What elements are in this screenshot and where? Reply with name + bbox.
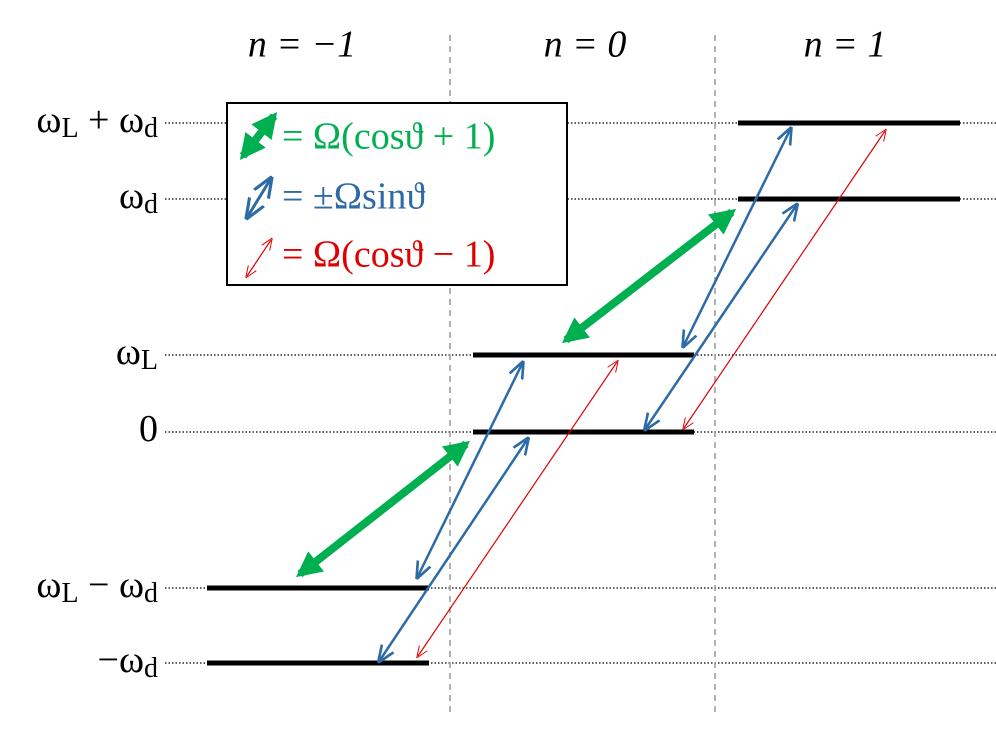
- label-part: d: [144, 578, 158, 609]
- level-label: 0: [139, 408, 158, 450]
- label-part: −ω: [98, 639, 144, 681]
- column-header: n = 1: [804, 24, 887, 66]
- label-part: L: [141, 345, 158, 376]
- level-label: ωL − ωd: [36, 564, 158, 610]
- label-part: ω: [36, 564, 61, 606]
- legend-blue-arrow: [248, 180, 270, 216]
- legend-label: = Ω(cosϑ + 1): [282, 116, 495, 158]
- legend-green-arrow: [239, 111, 278, 161]
- red-arrow: [418, 362, 617, 656]
- legend-label: = ±Ωsinϑ: [282, 176, 425, 218]
- level-label: ωL + ωd: [36, 99, 158, 145]
- green-arrow: [561, 208, 737, 344]
- label-part: 0: [139, 408, 158, 450]
- legend-box: [226, 102, 568, 286]
- column-header: n = 0: [544, 24, 627, 66]
- level-label: −ωd: [98, 639, 158, 685]
- label-part: L: [61, 578, 78, 609]
- label-part: L: [61, 113, 78, 144]
- label-part: + ω: [79, 99, 144, 141]
- blue-arrow: [380, 440, 527, 660]
- blue-arrow: [646, 206, 796, 428]
- arrows: [295, 130, 885, 660]
- label-part: ω: [119, 175, 144, 217]
- label-part: ω: [36, 99, 61, 141]
- label-part: ω: [116, 331, 141, 373]
- label-part: d: [144, 189, 158, 220]
- legend-label: = Ω(cosϑ − 1): [282, 234, 495, 276]
- level-label: ωL: [116, 331, 158, 377]
- column-headers: n = −1 n = 0 n = 1: [248, 24, 886, 66]
- level-label: ωd: [119, 175, 158, 221]
- label-part: d: [144, 113, 158, 144]
- label-part: − ω: [79, 564, 144, 606]
- legend: = Ω(cosϑ + 1) = ±Ωsinϑ = Ω(cosϑ − 1): [226, 102, 568, 286]
- red-arrow: [684, 131, 885, 428]
- green-arrow: [295, 440, 471, 578]
- label-part: d: [144, 653, 158, 684]
- column-header: n = −1: [248, 24, 356, 66]
- legend-red-arrow: [247, 240, 271, 276]
